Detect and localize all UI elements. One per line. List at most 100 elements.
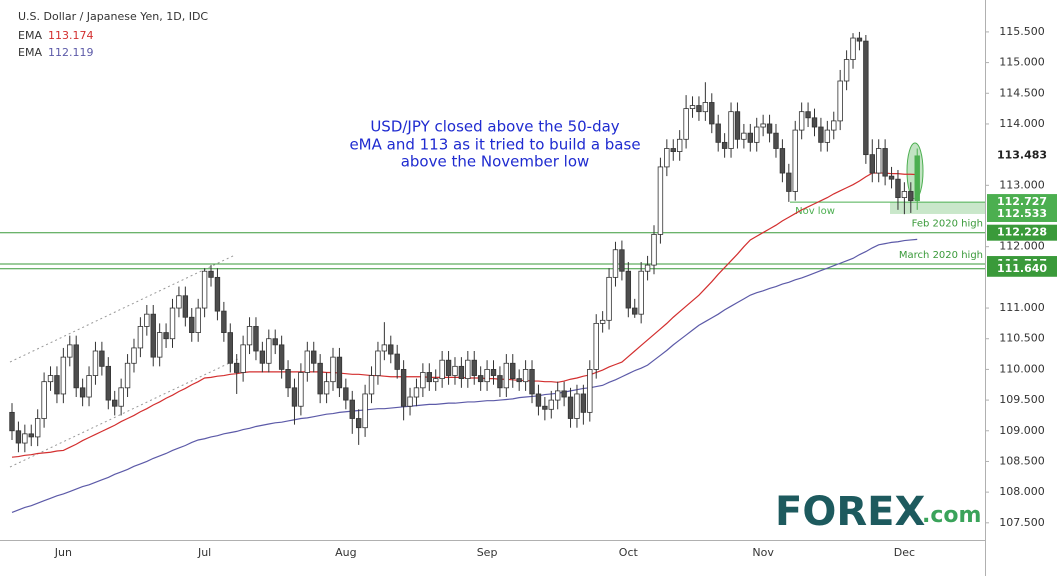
candle-body xyxy=(124,362,131,389)
candle-body xyxy=(561,390,567,398)
candle-body xyxy=(593,322,599,370)
candle-body xyxy=(811,117,818,128)
candle-body xyxy=(330,356,336,383)
candle-body xyxy=(9,411,15,432)
candle-body xyxy=(22,433,28,444)
candle-body xyxy=(638,270,644,315)
candle-body xyxy=(664,148,670,168)
candle-body xyxy=(246,326,253,346)
candle-body xyxy=(86,375,92,398)
candle-body xyxy=(79,387,86,398)
candle-body xyxy=(112,399,118,407)
candle-body xyxy=(824,129,831,143)
candle-body xyxy=(670,148,676,152)
candle-body xyxy=(317,362,323,395)
ema-line xyxy=(11,238,918,513)
candle-body xyxy=(343,387,349,401)
y-tick-label: 107.500 xyxy=(999,516,1045,529)
candle-body xyxy=(548,399,554,410)
candle-body xyxy=(657,166,664,235)
y-tick-label: 110.000 xyxy=(999,362,1045,375)
candle-body xyxy=(452,365,458,376)
candle-body xyxy=(754,126,760,143)
price-label-box xyxy=(987,205,1057,222)
logo: FOREX xyxy=(775,489,925,535)
candle-body xyxy=(850,37,856,60)
candle-body xyxy=(882,148,888,177)
ema-line xyxy=(11,172,918,458)
candle-body xyxy=(375,350,381,376)
level-label: Feb 2020 high xyxy=(912,219,983,230)
candle-body xyxy=(914,155,920,202)
candle-body xyxy=(567,396,574,419)
candle-body xyxy=(490,369,497,376)
level-label: March 2020 high xyxy=(899,250,983,261)
candle-body xyxy=(208,270,214,278)
candle-body xyxy=(259,350,266,364)
candle-body xyxy=(41,381,47,419)
candle-body xyxy=(278,344,285,370)
candle-body xyxy=(709,102,715,125)
candle-body xyxy=(214,276,221,312)
candle-body xyxy=(362,393,368,429)
candle-body xyxy=(888,175,895,180)
candle-body xyxy=(542,405,548,410)
x-tick-label: Jul xyxy=(197,546,211,559)
candle-body xyxy=(368,375,375,395)
candle-body xyxy=(683,108,689,140)
candle-body xyxy=(580,393,587,413)
candle-body xyxy=(47,375,54,383)
candle-body xyxy=(792,129,798,192)
candle-body xyxy=(137,326,144,349)
candle-body xyxy=(734,111,741,140)
x-tick-label: Sep xyxy=(477,546,498,559)
candle-body xyxy=(413,387,420,398)
y-tick-label: 114.500 xyxy=(999,86,1045,99)
candle-body xyxy=(221,310,227,333)
candle-body xyxy=(54,375,60,395)
price-label-box xyxy=(987,224,1057,241)
candle-body xyxy=(484,369,490,383)
legend-label: EMA xyxy=(18,46,42,59)
candle-body xyxy=(805,111,811,119)
candle-body xyxy=(394,353,400,370)
price-label: 111.640 xyxy=(997,262,1047,275)
candle-body xyxy=(266,338,272,364)
candle-body xyxy=(439,359,445,380)
candle-body xyxy=(644,264,651,272)
candle-body xyxy=(28,433,34,438)
x-tick-label: Aug xyxy=(335,546,356,559)
candle-body xyxy=(555,390,561,401)
candle-body xyxy=(355,418,362,429)
x-tick-label: Oct xyxy=(619,546,639,559)
candle-body xyxy=(227,332,233,364)
x-tick-label: Jun xyxy=(54,546,72,559)
y-tick-label: 113.000 xyxy=(999,178,1045,191)
legend-label: EMA xyxy=(18,29,42,42)
legend-value: 112.119 xyxy=(48,46,94,59)
candle-body xyxy=(311,350,317,364)
candle-body xyxy=(400,369,407,407)
candle-body xyxy=(831,120,837,131)
candle-body xyxy=(895,178,901,198)
candle-body xyxy=(612,249,619,278)
candle-body xyxy=(298,372,304,407)
candle-body xyxy=(632,307,638,315)
candle-body xyxy=(676,138,683,152)
candle-body xyxy=(195,307,201,333)
candle-body xyxy=(67,344,73,358)
candle-body xyxy=(477,375,484,383)
candle-body xyxy=(349,399,355,419)
annotation: above the November low xyxy=(401,153,590,171)
candle-body xyxy=(689,105,696,110)
candle-body xyxy=(863,40,869,156)
candle-body xyxy=(323,381,330,395)
candle-body xyxy=(721,141,728,149)
candle-body xyxy=(176,295,182,309)
candle-body xyxy=(728,111,734,149)
candle-body xyxy=(696,105,702,113)
candle-body xyxy=(535,393,542,407)
y-tick-label: 112.000 xyxy=(999,240,1045,253)
candle-body xyxy=(497,375,503,389)
